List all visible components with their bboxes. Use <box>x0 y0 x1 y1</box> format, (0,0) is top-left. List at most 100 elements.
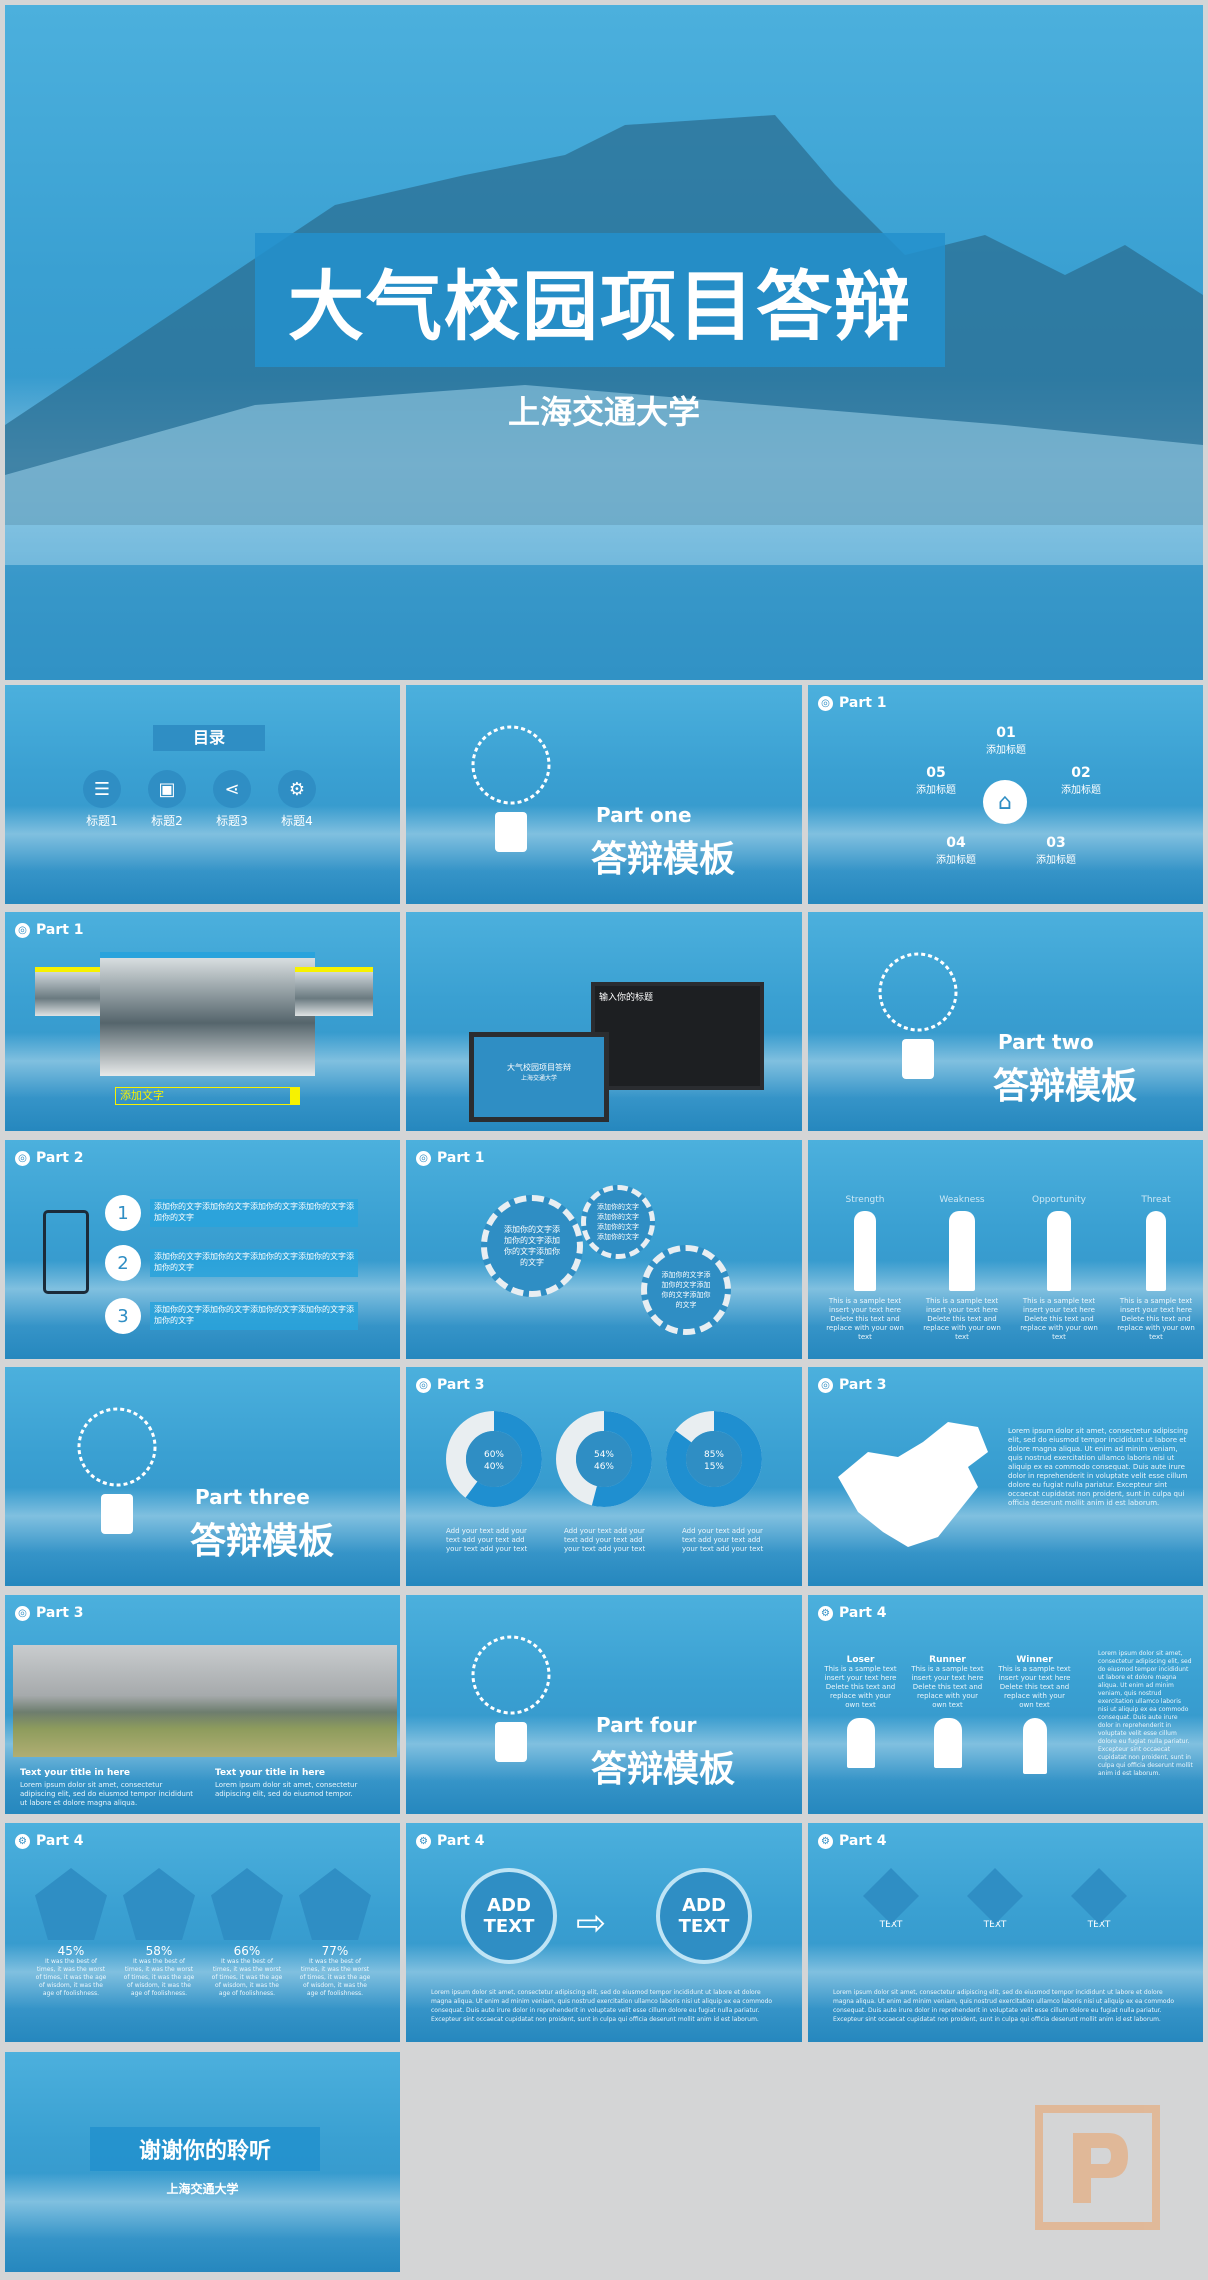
map-slide[interactable]: ◎ Part 3 Lorem ipsum dolor sit amet, cons… <box>808 1367 1203 1586</box>
donut-value-arc <box>666 1411 762 1507</box>
monitor-title: 输入你的标题 <box>599 993 654 1003</box>
step-item: 2 添加你的文字添加你的文字添加你的文字添加你的文字添加你的文字 <box>105 1245 358 1281</box>
toc-item-label: 标题1 <box>86 814 118 828</box>
gear-icon: ⚙ <box>278 770 316 808</box>
toc-title: 目录 <box>153 725 265 751</box>
donut-slide[interactable]: ◎ Part 3 60% 40% 54% 46% 85% 15% Add your text… <box>406 1367 802 1586</box>
gear-medium: 添加你的文字添加你的文字添加你的文字添加你的文字 <box>641 1245 731 1335</box>
devices-slide[interactable]: 输入你的标题 大气校园项目答辩 上海交通大学 <box>406 912 802 1131</box>
cover-title-box: 大气校园项目答辩 <box>255 233 945 367</box>
slide-header: ◎ Part 1 <box>15 922 84 938</box>
part-one-cn: 答辩模板 <box>591 839 736 880</box>
addtext-left: ADD TEXT <box>461 1868 557 1964</box>
toc-slide[interactable]: 目录 ☰ 标题1 ▣ 标题2 ⋖ 标题3 ⚙ 标题4 <box>5 685 400 904</box>
toc-item[interactable]: ⚙ 标题4 <box>278 770 316 829</box>
landscape-photo <box>13 1645 397 1757</box>
part-three-slide[interactable]: Part three 答辩模板 <box>5 1367 400 1586</box>
laptop-title: 大气校园项目答辩 <box>507 1063 571 1072</box>
pentagon-item: 04 添加标题 <box>936 835 976 866</box>
race-side-text: Lorem ipsum dolor sit amet, consectetur … <box>1098 1650 1193 1777</box>
slide-header: ⚙ Part 4 <box>818 1605 887 1621</box>
toc-item[interactable]: ▣ 标题2 <box>148 770 186 829</box>
thanks-slide[interactable]: 谢谢你的聆听 上海交通大学 <box>5 2052 400 2272</box>
lightbulb-icon <box>77 1407 157 1534</box>
person-silhouette-icon <box>1047 1211 1071 1291</box>
race-slide[interactable]: ⚙ Part 4 Loser This is a sample text inser… <box>808 1595 1203 1814</box>
slide-header: ◎ Part 2 <box>15 1150 84 1166</box>
header-icon: ⚙ <box>818 1605 833 1621</box>
runner-icon <box>846 1718 875 1768</box>
step-item: 1 添加你的文字添加你的文字添加你的文字添加你的文字添加你的文字 <box>105 1195 358 1231</box>
slide-header: ◎ Part 1 <box>818 695 887 711</box>
landscape-slide[interactable]: ◎ Part 3 Text your title in here Lorem ip… <box>5 1595 400 1814</box>
gears-slide[interactable]: ◎ Part 1 添加你的文字添加你的文字添加你的文字添加你的文字 添加你的文字添… <box>406 1140 802 1359</box>
donut-caption: Add your text add your text add your tex… <box>682 1527 764 1553</box>
lightbulb-icon <box>878 952 958 1079</box>
donut-bottom-label: 40% <box>484 1462 504 1472</box>
landscape-col2-text: Lorem ipsum dolor sit amet, consectetur … <box>215 1781 358 1798</box>
header-icon: ◎ <box>416 1150 431 1166</box>
toc-item[interactable]: ⋖ 标题3 <box>213 770 251 829</box>
hexstats-slide[interactable]: ⚙ Part 4 45% It was the best of times, it … <box>5 1823 400 2042</box>
race-item: Winner This is a sample text insert your … <box>997 1655 1072 1774</box>
toc-item[interactable]: ☰ 标题1 <box>83 770 121 829</box>
part-four-slide[interactable]: Part four 答辩模板 <box>406 1595 802 1814</box>
caption-bar: 添加文字 <box>115 1087 300 1105</box>
addtext-right: ADD TEXT <box>656 1868 752 1964</box>
steps-slide[interactable]: ◎ Part 2 1 添加你的文字添加你的文字添加你的文字添加你的文字添加你的文字… <box>5 1140 400 1359</box>
chat-icon <box>863 1868 919 1924</box>
diamonds-slide[interactable]: ⚙ Part 4 TEXT TEXT TEXT Lorem ipsum dolor… <box>808 1823 1203 2042</box>
thanks-subtitle: 上海交通大学 <box>166 2182 239 2196</box>
donut-caption: Add your text add your text add your tex… <box>564 1527 646 1553</box>
thanks-title: 谢谢你的聆听 <box>138 2139 271 2164</box>
phone-icon <box>299 1868 371 1940</box>
document-icon: ☰ <box>83 770 121 808</box>
part-two-slide[interactable]: Part two 答辩模板 <box>808 912 1203 1131</box>
pentagon-item: 02 添加标题 <box>1061 765 1101 796</box>
watermark-logo <box>1035 2105 1160 2230</box>
donut-top-label: 60% <box>484 1450 504 1460</box>
toc-item-label: 标题2 <box>151 814 183 828</box>
header-icon: ⚙ <box>818 1833 833 1849</box>
donut-center <box>466 1431 522 1487</box>
part-four-cn: 答辩模板 <box>591 1749 736 1790</box>
pentagon-item: 03 添加标题 <box>1036 835 1076 866</box>
donut-caption: Add your text add your text add your tex… <box>446 1527 528 1553</box>
donut-bottom-label: 15% <box>704 1462 724 1472</box>
photo-main <box>100 952 315 1076</box>
landscape-col1-title: Text your title in here <box>20 1768 131 1778</box>
person-silhouette-icon <box>854 1211 876 1291</box>
cover-subtitle: 上海交通大学 <box>507 393 700 431</box>
hexstat-item: 66% It was the best of times, it was the … <box>211 1868 283 1998</box>
lightbulb-icon <box>471 725 551 852</box>
thanks-title-box: 谢谢你的聆听 <box>90 2127 320 2171</box>
diamond-item: TEXT <box>1071 1868 1127 1930</box>
slide-header: ⚙ Part 4 <box>416 1833 485 1849</box>
header-icon: ◎ <box>15 1150 30 1166</box>
pentagon-slide[interactable]: ◎ Part 1 ⌂ 01 添加标题 02 添加标题 03 添加标题 04 添加标题 05… <box>808 685 1203 904</box>
cover-slide[interactable]: 大气校园项目答辩 上海交通大学 <box>5 5 1203 680</box>
pentagon-item: 05 添加标题 <box>916 765 956 796</box>
monitor-icon <box>123 1868 195 1940</box>
slide-header: ⚙ Part 4 <box>15 1833 84 1849</box>
slide-header: ◎ Part 3 <box>416 1377 485 1393</box>
part-two-cn: 答辩模板 <box>993 1066 1138 1107</box>
donut-value-arc <box>556 1411 652 1507</box>
monitor: 输入你的标题 <box>591 982 764 1090</box>
part-four-en: Part four <box>596 1713 697 1737</box>
race-item: Runner This is a sample text insert your … <box>910 1655 985 1774</box>
part-one-slide[interactable]: Part one 答辩模板 <box>406 685 802 904</box>
swot-slide[interactable]: Strength This is a sample text insert you… <box>808 1140 1203 1359</box>
addtext-slide[interactable]: ⚙ Part 4 ADD TEXT ⇨ ADD TEXT Lorem ipsum … <box>406 1823 802 2042</box>
swot-item: Opportunity This is a sample text insert … <box>1020 1195 1098 1341</box>
part-one-en: Part one <box>596 803 692 827</box>
share-icon: ⋖ <box>213 770 251 808</box>
swot-item: Strength This is a sample text insert you… <box>826 1195 904 1341</box>
presentation-icon: ▣ <box>148 770 186 808</box>
hexstat-item: 58% It was the best of times, it was the … <box>123 1868 195 1998</box>
china-map-icon <box>838 1422 988 1547</box>
cover-title: 大气校园项目答辩 <box>288 262 912 351</box>
p-logo-icon <box>1072 2132 1128 2203</box>
calendar-icon <box>211 1868 283 1940</box>
photo-slide[interactable]: ◎ Part 1 添加文字 <box>5 912 400 1131</box>
